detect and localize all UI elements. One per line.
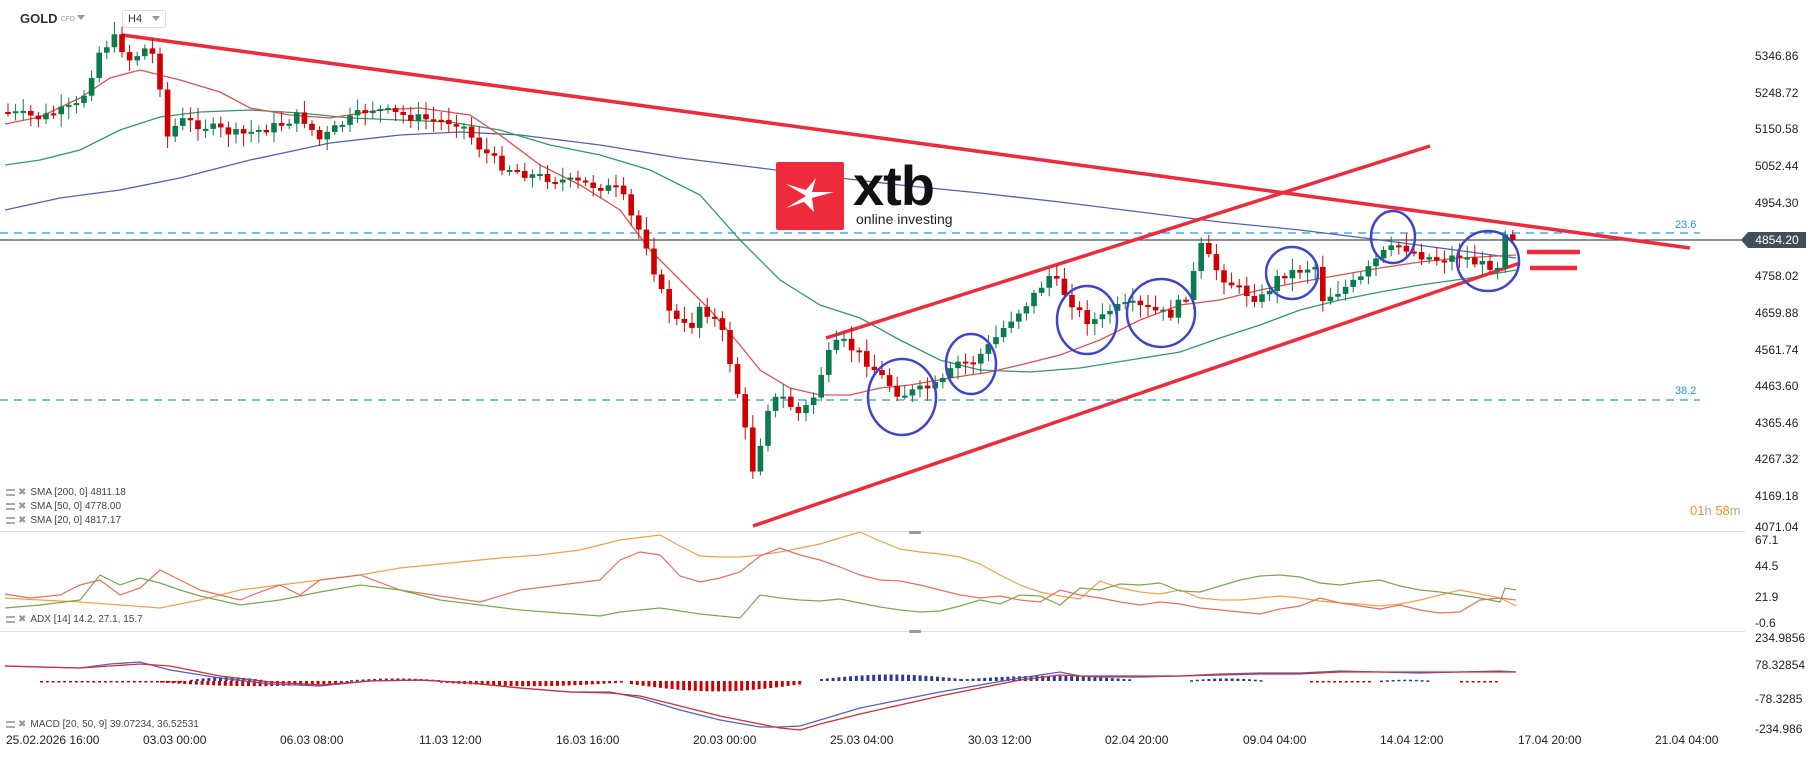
sma200-line xyxy=(4,131,1517,259)
price-tick: 5150.58 xyxy=(1755,122,1799,136)
pane-separator xyxy=(0,531,1745,532)
time-tick: 06.03 08:00 xyxy=(280,733,344,747)
channel-upper-line xyxy=(825,144,1431,340)
adx-tick: 21.9 xyxy=(1755,590,1779,604)
adx-line xyxy=(4,531,1517,609)
minus-di-line xyxy=(4,574,1517,619)
adx-tick: 67.1 xyxy=(1755,533,1779,547)
macd-line xyxy=(4,661,1517,728)
settings-icon[interactable] xyxy=(6,502,15,510)
current-price-tag: 4854.20 xyxy=(1741,232,1806,248)
chevron-down-icon xyxy=(152,16,160,21)
time-tick: 25.02.2026 16:00 xyxy=(6,733,100,747)
time-tick: 09.04 04:00 xyxy=(1243,733,1307,747)
sma50-line xyxy=(4,109,1517,373)
plus-di-line xyxy=(4,547,1517,615)
macd-tick: 78.32854 xyxy=(1755,658,1806,672)
time-tick: 02.04 20:00 xyxy=(1105,733,1169,747)
consolidation-circles xyxy=(866,209,1521,437)
macd-tick: -78.3285 xyxy=(1755,692,1803,706)
circle-marker xyxy=(1369,209,1417,265)
close-icon[interactable]: ✖ xyxy=(18,487,27,498)
price-tick: 4561.74 xyxy=(1755,343,1799,357)
time-tick: 14.04 12:00 xyxy=(1380,733,1444,747)
price-tick: 4365.46 xyxy=(1755,416,1799,430)
close-icon[interactable]: ✖ xyxy=(18,515,27,526)
macd-signal-line xyxy=(4,663,1516,731)
price-tick: 5346.86 xyxy=(1755,49,1799,63)
circle-marker xyxy=(1264,245,1320,301)
time-tick: 20.03 00:00 xyxy=(693,733,757,747)
price-tick: 4659.88 xyxy=(1755,306,1799,320)
candle-timer: 01h 58m xyxy=(1690,503,1741,518)
resistance-trendline xyxy=(121,33,1691,250)
price-tick: 4169.18 xyxy=(1755,489,1799,503)
pane-separator xyxy=(0,631,1745,632)
time-tick: 17.04 20:00 xyxy=(1518,733,1582,747)
fib-label-38-2: 38.2 xyxy=(1675,385,1697,397)
symbol-selector[interactable]: GOLD CFD xyxy=(20,11,75,26)
channel-lower-line xyxy=(752,261,1521,528)
pane-resize-handle[interactable] xyxy=(909,630,921,633)
xtb-logo-icon xyxy=(776,162,844,230)
fib-label-23-6: 23.6 xyxy=(1675,219,1697,231)
time-tick: 11.03 12:00 xyxy=(419,733,482,747)
watermark-brand: xtb xyxy=(853,154,935,217)
circle-marker xyxy=(1125,277,1197,349)
circle-marker xyxy=(1055,284,1119,356)
time-tick: 21.04 04:00 xyxy=(1655,733,1719,747)
price-tick: 4954.30 xyxy=(1755,196,1799,210)
candlestick-series xyxy=(5,22,1516,480)
price-tick: 4758.02 xyxy=(1755,269,1799,283)
adx-tick: -0.6 xyxy=(1755,616,1776,630)
adx-legend[interactable]: ✖ ADX [14] 14.2, 27.1, 15.7 xyxy=(6,613,143,627)
legend-sma200[interactable]: ✖ SMA [200, 0] 4811.18 xyxy=(6,486,126,500)
settings-icon[interactable] xyxy=(6,488,15,496)
sma20-line xyxy=(4,69,1517,396)
indicator-legend: ✖ SMA [200, 0] 4811.18 ✖ SMA [50, 0] 4778.… xyxy=(6,486,126,528)
close-icon[interactable]: ✖ xyxy=(18,501,27,512)
adx-tick: 44.5 xyxy=(1755,559,1779,573)
close-icon[interactable]: ✖ xyxy=(18,614,27,625)
chart-header: GOLD CFD H4 xyxy=(0,0,1816,34)
circle-marker xyxy=(944,332,998,396)
timeframe-dropdown[interactable]: H4 xyxy=(122,10,166,28)
price-tick: 5248.72 xyxy=(1755,86,1799,100)
symbol-name: GOLD xyxy=(20,11,58,26)
time-tick: 30.03 12:00 xyxy=(968,733,1032,747)
macd-legend[interactable]: ✖ MACD [20, 50, 9] 39.07234, 36.52531 xyxy=(6,718,199,732)
settings-icon[interactable] xyxy=(6,516,15,524)
legend-sma50[interactable]: ✖ SMA [50, 0] 4778.00 xyxy=(6,500,126,514)
time-tick: 16.03 16:00 xyxy=(556,733,620,747)
settings-icon[interactable] xyxy=(6,615,15,623)
macd-tick: 234.9856 xyxy=(1755,631,1806,645)
circle-marker xyxy=(1455,229,1521,293)
settings-icon[interactable] xyxy=(6,720,15,728)
price-tick: 4267.32 xyxy=(1755,452,1799,466)
pane-resize-handle[interactable] xyxy=(909,531,921,534)
chevron-down-icon[interactable] xyxy=(77,15,85,20)
price-tick: 4463.60 xyxy=(1755,379,1799,393)
legend-sma20[interactable]: ✖ SMA [20, 0] 4817.17 xyxy=(6,514,126,528)
timeframe-label: H4 xyxy=(128,13,143,25)
macd-tick: -234.986 xyxy=(1755,722,1803,736)
symbol-type: CFD xyxy=(60,16,75,24)
watermark-tagline: online investing xyxy=(856,211,953,227)
circle-marker xyxy=(866,357,938,437)
price-tick: 4071.04 xyxy=(1755,520,1799,534)
time-tick: 25.03 04:00 xyxy=(830,733,894,747)
price-tick: 5052.44 xyxy=(1755,159,1799,173)
time-tick: 03.03 00:00 xyxy=(143,733,207,747)
close-icon[interactable]: ✖ xyxy=(18,719,27,730)
